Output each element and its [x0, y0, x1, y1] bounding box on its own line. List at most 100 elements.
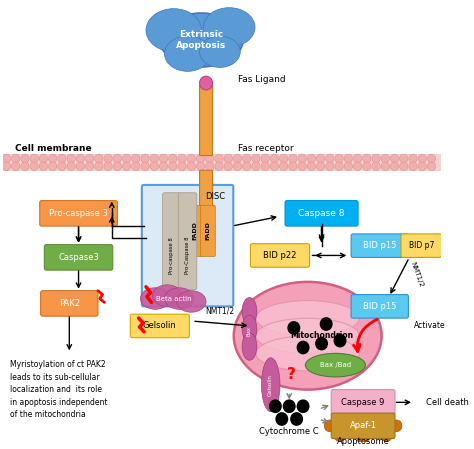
Circle shape	[150, 154, 158, 163]
Circle shape	[275, 412, 288, 426]
Circle shape	[76, 162, 84, 171]
Circle shape	[334, 410, 345, 422]
Text: Apoptosome: Apoptosome	[337, 437, 390, 446]
Text: ?: ?	[287, 367, 295, 383]
Circle shape	[104, 154, 112, 163]
Circle shape	[287, 321, 301, 335]
Ellipse shape	[203, 8, 255, 47]
Circle shape	[409, 154, 417, 163]
Circle shape	[261, 154, 269, 163]
Circle shape	[95, 154, 103, 163]
Circle shape	[95, 162, 103, 171]
Circle shape	[335, 162, 343, 171]
Circle shape	[418, 162, 427, 171]
Ellipse shape	[305, 353, 365, 377]
Circle shape	[215, 162, 223, 171]
Text: Activate: Activate	[414, 321, 446, 330]
Ellipse shape	[256, 301, 359, 335]
Circle shape	[21, 154, 29, 163]
Circle shape	[428, 154, 436, 163]
Circle shape	[196, 162, 205, 171]
Circle shape	[104, 162, 112, 171]
Circle shape	[224, 162, 232, 171]
Text: Caspase 9: Caspase 9	[341, 398, 385, 407]
Circle shape	[48, 162, 57, 171]
Circle shape	[307, 162, 316, 171]
Circle shape	[30, 162, 38, 171]
Circle shape	[344, 162, 353, 171]
Circle shape	[283, 400, 296, 413]
FancyBboxPatch shape	[285, 201, 358, 226]
FancyBboxPatch shape	[200, 85, 212, 155]
Ellipse shape	[242, 298, 257, 325]
FancyBboxPatch shape	[331, 390, 395, 415]
Text: FADD: FADD	[192, 221, 198, 240]
Circle shape	[252, 154, 260, 163]
Text: Caspase3: Caspase3	[58, 253, 99, 262]
Text: Fas receptor: Fas receptor	[238, 144, 294, 153]
Circle shape	[122, 162, 131, 171]
Circle shape	[11, 162, 20, 171]
Circle shape	[357, 406, 369, 418]
Circle shape	[363, 162, 371, 171]
Circle shape	[335, 154, 343, 163]
Circle shape	[159, 162, 168, 171]
FancyBboxPatch shape	[188, 206, 202, 256]
FancyBboxPatch shape	[40, 201, 118, 226]
FancyBboxPatch shape	[201, 206, 215, 256]
Text: PAK2: PAK2	[59, 299, 80, 308]
Text: BID p22: BID p22	[263, 251, 297, 260]
Circle shape	[76, 154, 84, 163]
Circle shape	[67, 162, 75, 171]
Circle shape	[357, 434, 369, 445]
Circle shape	[270, 154, 279, 163]
Circle shape	[48, 154, 57, 163]
Ellipse shape	[242, 333, 257, 360]
Circle shape	[372, 154, 380, 163]
Circle shape	[141, 162, 149, 171]
Circle shape	[187, 162, 195, 171]
Bar	[3, 154, 441, 171]
Circle shape	[196, 154, 205, 163]
Ellipse shape	[146, 9, 201, 52]
Circle shape	[428, 162, 436, 171]
Circle shape	[150, 162, 158, 171]
Circle shape	[178, 162, 186, 171]
Circle shape	[122, 154, 131, 163]
Circle shape	[187, 154, 195, 163]
Circle shape	[243, 162, 251, 171]
Circle shape	[224, 154, 232, 163]
Circle shape	[344, 154, 353, 163]
Circle shape	[324, 420, 336, 432]
FancyBboxPatch shape	[130, 314, 190, 338]
Circle shape	[289, 154, 297, 163]
Circle shape	[297, 400, 310, 413]
FancyBboxPatch shape	[351, 295, 409, 318]
Circle shape	[233, 162, 242, 171]
Circle shape	[58, 162, 66, 171]
Ellipse shape	[176, 291, 206, 312]
Text: BID p15: BID p15	[363, 302, 396, 311]
Ellipse shape	[200, 36, 240, 67]
Circle shape	[326, 154, 334, 163]
Circle shape	[30, 154, 38, 163]
Ellipse shape	[234, 282, 382, 390]
Text: NMT1/2: NMT1/2	[205, 307, 235, 316]
Circle shape	[113, 162, 121, 171]
Text: Myristoylation of ct PAK2
leads to its sub-cellular
localization and  its role
i: Myristoylation of ct PAK2 leads to its s…	[10, 360, 108, 419]
Text: Apaf-1: Apaf-1	[350, 421, 377, 430]
Circle shape	[85, 154, 94, 163]
Circle shape	[372, 162, 380, 171]
Circle shape	[169, 162, 177, 171]
Ellipse shape	[256, 318, 359, 353]
FancyBboxPatch shape	[401, 234, 442, 257]
Text: FADD: FADD	[205, 221, 210, 240]
Circle shape	[2, 162, 10, 171]
Circle shape	[315, 337, 328, 350]
FancyBboxPatch shape	[45, 245, 113, 270]
Circle shape	[317, 162, 325, 171]
Circle shape	[39, 162, 47, 171]
Text: Bax: Bax	[247, 326, 252, 336]
Circle shape	[113, 154, 121, 163]
Circle shape	[39, 154, 47, 163]
